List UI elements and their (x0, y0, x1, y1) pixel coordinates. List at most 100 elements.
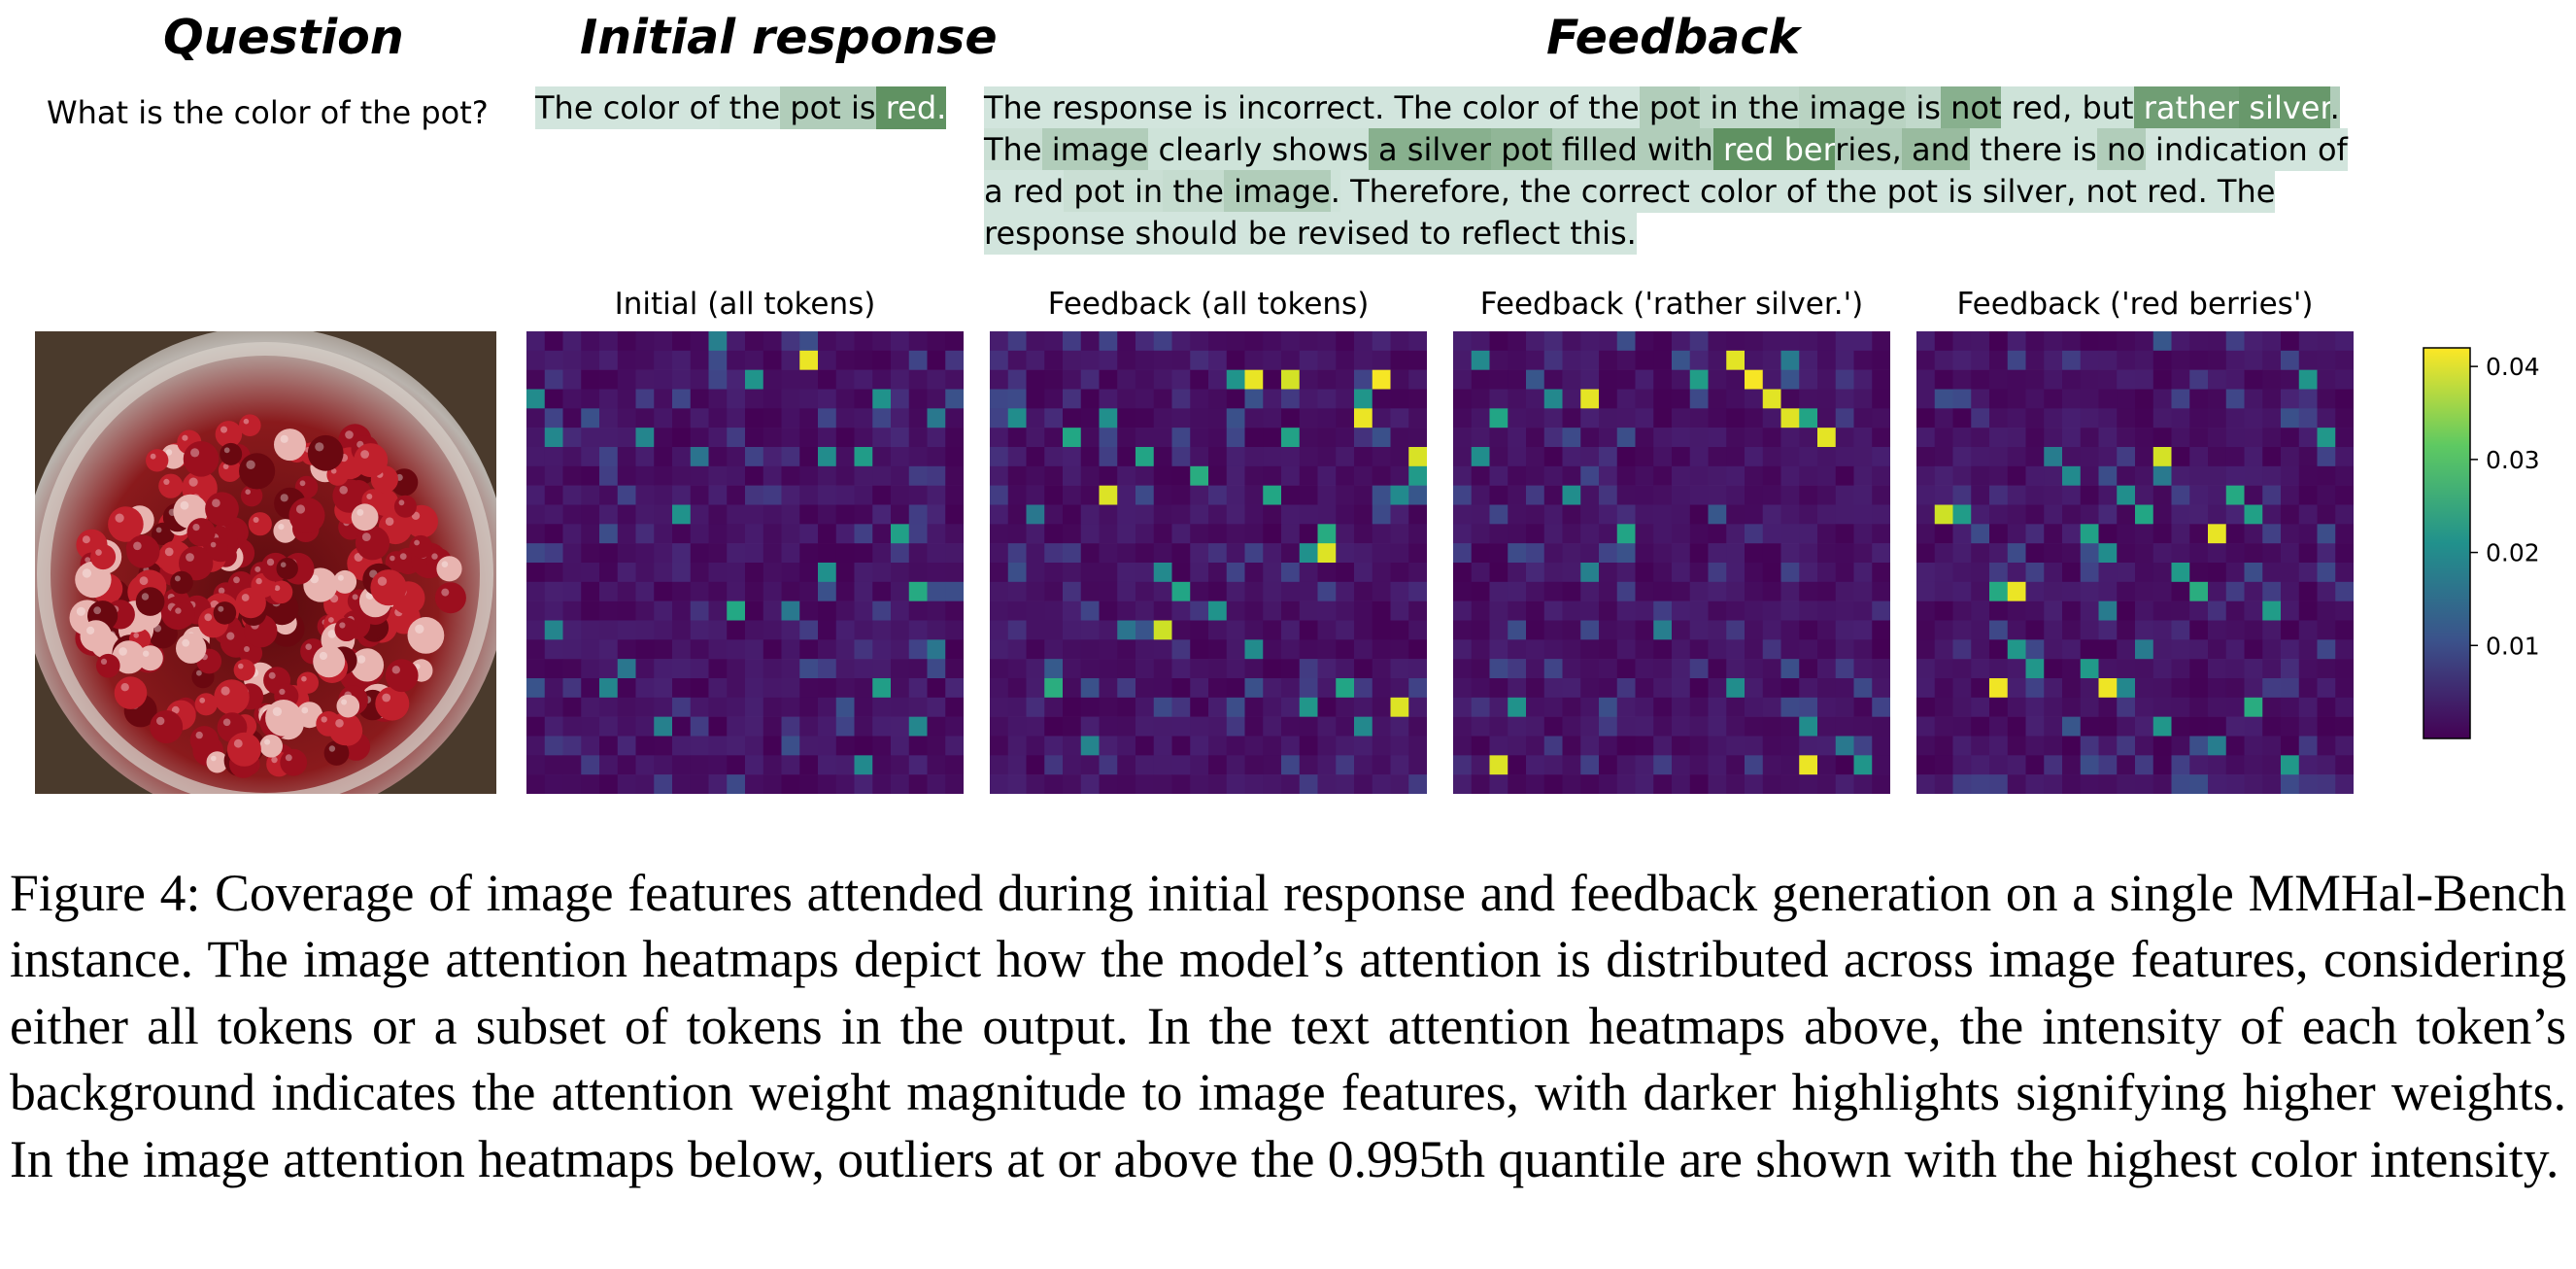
berry (179, 546, 214, 581)
berry (288, 497, 325, 533)
heatmap-cell (2244, 504, 2263, 525)
heatmap-cell (1952, 447, 1972, 467)
heatmap-cell (1317, 774, 1337, 794)
heatmap-cell (1543, 465, 1563, 486)
berry (296, 671, 319, 694)
heatmap-cell (2298, 581, 2318, 601)
heatmap-cell (1835, 600, 1854, 621)
heatmap-cell (2244, 716, 2263, 737)
heatmap-cell (2025, 563, 2045, 583)
heatmap-cell (781, 774, 800, 794)
heatmap-cell (1916, 504, 1936, 525)
heatmap-cell (1453, 697, 1473, 717)
berry-highlight (141, 593, 150, 600)
berry-highlight (356, 508, 364, 516)
heatmap-cell (1281, 678, 1301, 699)
heatmap-cell (581, 600, 600, 621)
heatmap-cell (854, 600, 873, 621)
heatmap-cell (781, 639, 800, 660)
heatmap-cell (1390, 504, 1409, 525)
heatmap-cell (945, 716, 964, 737)
heatmap-cell (1190, 485, 1209, 505)
heatmap-cell (872, 331, 892, 352)
heatmap-cell (927, 581, 946, 601)
heatmap-cell (1190, 428, 1209, 448)
heatmap-cell (1780, 369, 1800, 390)
heatmap-cell (1044, 600, 1064, 621)
heatmap-cell (1599, 369, 1618, 390)
heatmap-cell (745, 447, 764, 467)
heatmap-cell (1799, 581, 1818, 601)
heatmap-cell (763, 389, 782, 409)
heatmap-cell (635, 369, 655, 390)
heatmap-cell (562, 659, 582, 679)
heatmap-cell (2152, 736, 2172, 756)
heatmap-cell (990, 755, 1009, 775)
heatmap-cell (763, 600, 782, 621)
berry-highlight (139, 576, 149, 586)
heatmap-cell (1080, 408, 1100, 429)
heatmap-cell (1672, 697, 1691, 717)
heatmap-cell (1508, 447, 1527, 467)
heatmap-cell (635, 697, 655, 717)
token: not (1940, 86, 2002, 129)
heatmap-cell (2244, 350, 2263, 370)
heatmap-cell (1117, 697, 1136, 717)
heatmap-cell (1299, 447, 1318, 467)
heatmap-cell (2262, 408, 2282, 429)
heatmap-cell (1263, 369, 1282, 390)
heatmap-cell (690, 524, 709, 544)
berry-highlight (95, 549, 102, 556)
heatmap-cell (1780, 447, 1800, 467)
heatmap-cell (2225, 331, 2245, 352)
heatmap-cell (1817, 620, 1837, 640)
heatmap-cell (835, 659, 855, 679)
heatmap-cell (1190, 581, 1209, 601)
heatmap-cell (1580, 581, 1600, 601)
heatmap-cell (2262, 485, 2282, 505)
heatmap-cell (1390, 600, 1409, 621)
berry (146, 449, 169, 472)
heatmap-cell (690, 543, 709, 564)
heatmap-cell (2298, 774, 2318, 794)
heatmap-cell (1489, 408, 1508, 429)
heatmap-cell (2262, 369, 2282, 390)
heatmap-cell (635, 620, 655, 640)
heatmap-cell (1508, 465, 1527, 486)
heatmap-cell (1044, 716, 1064, 737)
heatmap-cell (781, 447, 800, 467)
token: pot (1639, 86, 1701, 129)
token: . (1330, 170, 1340, 213)
berry-highlight (246, 460, 255, 469)
heatmap-cell (1471, 389, 1490, 409)
heatmap-cell (2098, 659, 2118, 679)
heatmap-cell (1952, 697, 1972, 717)
heatmap-cell (1471, 408, 1490, 429)
heatmap-cell (854, 543, 873, 564)
heatmap-cell (891, 600, 910, 621)
heatmap-cell (2080, 697, 2099, 717)
heatmap-cell (1952, 389, 1972, 409)
heatmap-cell (1099, 620, 1118, 640)
heatmap-cell (1453, 485, 1473, 505)
berry-highlight (82, 568, 92, 578)
heatmap-cell (1872, 600, 1890, 621)
heatmap-cell (1543, 716, 1563, 737)
heatmap-cell (1672, 774, 1691, 794)
heatmap-cell (1354, 543, 1373, 564)
berry-highlight (319, 651, 327, 661)
heatmap-cell (2080, 543, 2099, 564)
berry-highlight (238, 663, 244, 669)
token: revised (1286, 212, 1410, 255)
heatmap-cell (1872, 504, 1890, 525)
heatmap-cell (1635, 543, 1654, 564)
token: The (1384, 86, 1453, 129)
heatmap-cell (1099, 697, 1118, 717)
heatmap-cell (1471, 600, 1490, 621)
heatmap-cell (1354, 581, 1373, 601)
heatmap-cell (654, 678, 673, 699)
heatmap-cell (2244, 331, 2263, 352)
heatmap-cell (1689, 543, 1709, 564)
berry-highlight (163, 478, 170, 485)
heatmap-cell (1708, 408, 1727, 429)
